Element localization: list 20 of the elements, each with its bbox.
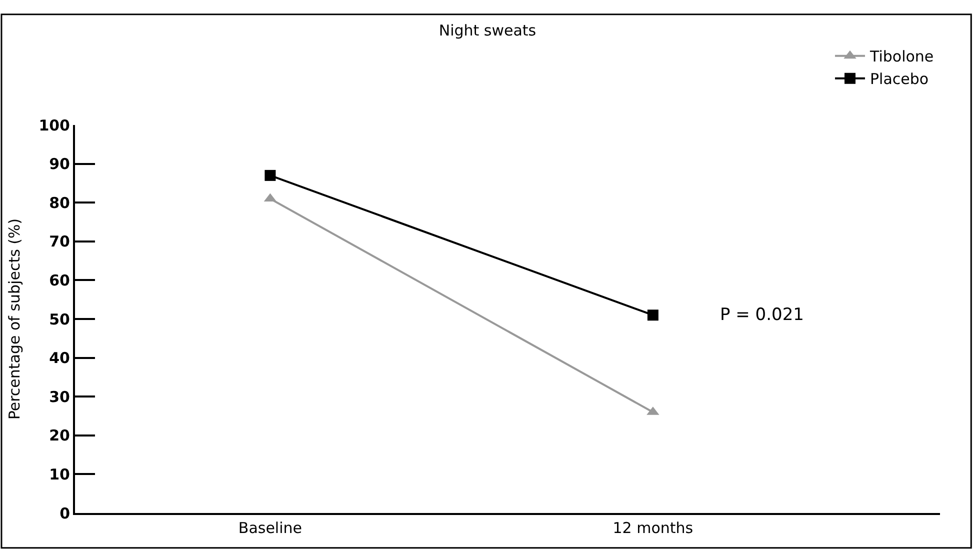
y-axis-title: Percentage of subjects (%) bbox=[5, 218, 24, 420]
y-tick-label: 10 bbox=[49, 465, 70, 484]
y-tick-label: 30 bbox=[49, 388, 70, 406]
y-tick-label: 60 bbox=[49, 271, 70, 290]
point bbox=[647, 310, 658, 321]
legend-label: Placebo bbox=[870, 70, 929, 88]
y-tick-label: 0 bbox=[60, 504, 70, 522]
y-tick-label: 50 bbox=[49, 310, 70, 328]
x-tick-label: 12 months bbox=[612, 519, 694, 537]
y-tick-label: 100 bbox=[38, 116, 70, 134]
y-tick-label: 20 bbox=[49, 426, 70, 445]
y-tick-label: 80 bbox=[49, 194, 70, 212]
y-tick-label: 40 bbox=[49, 349, 70, 368]
y-tick-label: 70 bbox=[49, 232, 70, 251]
legend-label: Tibolone bbox=[869, 48, 934, 66]
point bbox=[264, 170, 276, 181]
y-tick-label: 90 bbox=[49, 155, 70, 174]
chart-title: Night sweats bbox=[438, 21, 536, 40]
x-tick-label: Baseline bbox=[238, 519, 302, 537]
annotation: P = 0.021 bbox=[720, 305, 804, 325]
